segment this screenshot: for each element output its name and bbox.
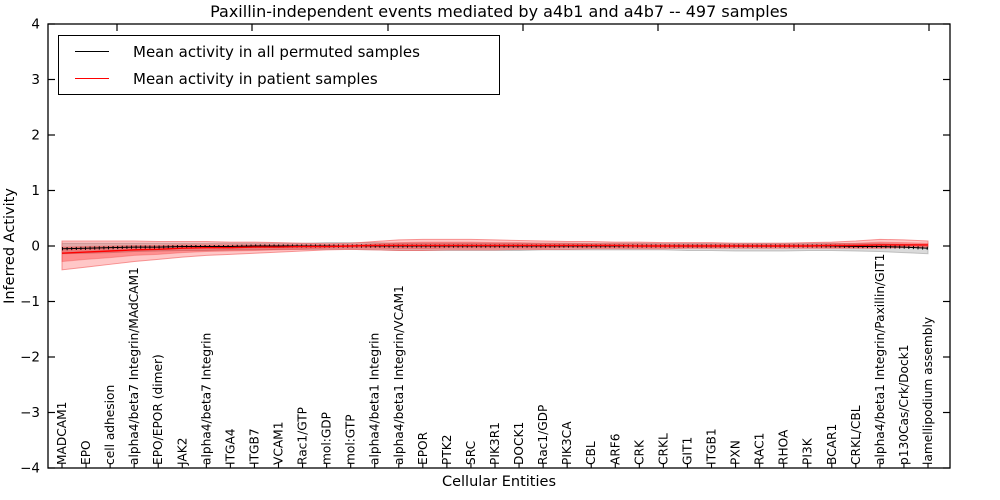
- x-tick-label: VCAM1: [272, 422, 286, 465]
- x-tick-label: lamellipodium assembly: [921, 317, 935, 465]
- x-tick-label: EPOR: [416, 431, 430, 465]
- x-tick-label: PIK3CA: [560, 421, 574, 465]
- x-tick-label: CRKL/CBL: [849, 405, 863, 465]
- y-tick-label: 2: [31, 128, 40, 144]
- x-tick-label: alpha4/beta7 Integrin/MAdCAM1: [127, 267, 141, 465]
- legend-line-sample-patient: [75, 78, 109, 79]
- x-tick-label: ITGB1: [705, 428, 719, 465]
- legend-label-patient: Mean activity in patient samples: [133, 69, 378, 88]
- x-tick-label: PIK3R1: [488, 422, 502, 465]
- x-tick-label: PTK2: [440, 434, 454, 465]
- x-tick-label: ARF6: [608, 433, 622, 465]
- x-tick-label: p130Cas/Crk/Dock1: [897, 345, 911, 465]
- y-tick-label: 4: [31, 17, 40, 33]
- x-tick-label: CBL: [584, 441, 598, 465]
- legend: Mean activity in all permuted samples Me…: [58, 35, 500, 95]
- chart-title: Paxillin-independent events mediated by …: [210, 2, 788, 21]
- x-tick-label: RAC1: [753, 433, 767, 465]
- y-tick-label: −3: [20, 405, 40, 421]
- x-tick-label: Rac1/GDP: [536, 405, 550, 465]
- x-tick-label: alpha4/beta1 Integrin: [368, 333, 382, 465]
- x-tick-label: EPO/EPOR (dimer): [151, 354, 165, 465]
- x-tick-label: Rac1/GTP: [296, 407, 310, 465]
- y-tick-label: −4: [20, 461, 40, 477]
- x-tick-label: cell adhesion: [103, 385, 117, 465]
- x-tick-label: alpha4/beta1 Integrin/Paxillin/GIT1: [873, 254, 887, 465]
- x-axis-label: Cellular Entities: [441, 474, 557, 490]
- x-tick-label: CRKL: [656, 433, 670, 465]
- x-tick-label: alpha4/beta7 Integrin: [199, 333, 213, 465]
- x-tick-label: MADCAM1: [55, 402, 69, 465]
- x-tick-label: DOCK1: [512, 422, 526, 465]
- x-tick-label: CRK: [632, 439, 646, 465]
- legend-label-permuted: Mean activity in all permuted samples: [133, 42, 420, 61]
- y-tick-label: 3: [31, 72, 40, 88]
- x-tick-label: RHOA: [777, 429, 791, 465]
- x-tick-label: ITGA4: [223, 428, 237, 465]
- x-tick-label: BCAR1: [825, 424, 839, 465]
- y-tick-label: −1: [20, 294, 40, 310]
- patient-mean-line: [61, 244, 928, 254]
- x-tick-label: PI3K: [801, 437, 815, 465]
- x-tick-label: JAK2: [175, 438, 189, 466]
- x-tick-label: SRC: [464, 441, 478, 465]
- legend-entry-patient: Mean activity in patient samples: [75, 65, 499, 92]
- y-axis-label: Inferred Activity: [2, 188, 18, 304]
- x-tick-label: mol:GTP: [344, 414, 358, 465]
- x-tick-label: ITGB7: [247, 428, 261, 465]
- legend-line-sample-permuted: [75, 51, 109, 52]
- x-tick-label: PXN: [729, 440, 743, 465]
- x-tick-label: EPO: [79, 440, 93, 465]
- x-tick-label: mol:GDP: [320, 412, 334, 465]
- y-tick-label: −2: [20, 350, 40, 366]
- legend-entry-permuted: Mean activity in all permuted samples: [75, 38, 499, 65]
- x-tick-label: alpha4/beta1 Integrin/VCAM1: [392, 285, 406, 465]
- y-tick-label: 0: [31, 239, 40, 255]
- y-tick-label: 1: [31, 183, 40, 199]
- x-tick-label: GIT1: [680, 437, 694, 465]
